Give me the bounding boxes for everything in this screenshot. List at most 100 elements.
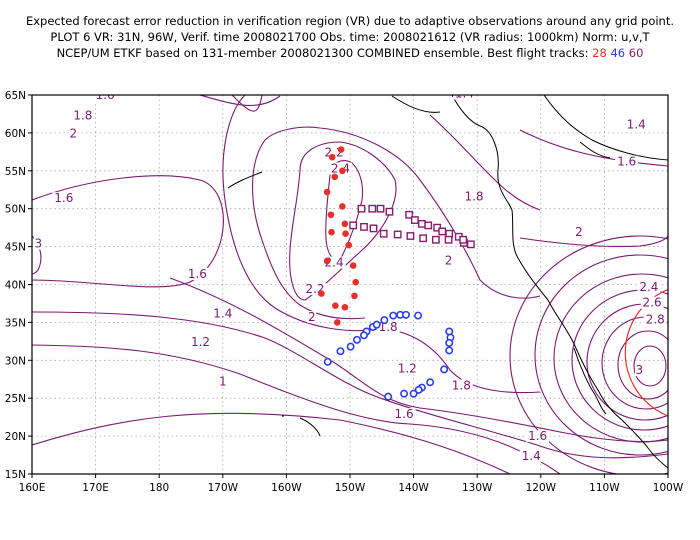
track-46-point: [414, 385, 423, 394]
track-46-point: [352, 335, 361, 344]
lon-tick-label: 160E: [19, 482, 46, 494]
contour-label-bg: [211, 307, 235, 320]
contour-label: 1.4: [522, 449, 541, 463]
track-46-point: [389, 311, 398, 320]
lon-tick-label: 120W: [526, 482, 557, 494]
track-46-point: [414, 311, 423, 320]
header-line-3: NCEP/UM ETKF based on 131-member 2008021…: [0, 46, 700, 61]
track-46-point: [409, 389, 418, 398]
track-28-point: [333, 319, 341, 326]
track-28-point: [352, 278, 360, 286]
track-28-point: [323, 257, 331, 265]
contour-label-bg: [462, 190, 486, 203]
track-28-point: [337, 146, 345, 153]
track-28-point: [332, 302, 339, 310]
track-46-point: [346, 342, 355, 351]
contour-label: 1.6: [54, 191, 73, 205]
lat-tick-label: 50N: [5, 204, 26, 216]
contour-label-bg: [68, 127, 78, 140]
track-60-point: [379, 229, 388, 238]
contour-label: 1.6: [96, 88, 115, 102]
track-28-point: [339, 203, 346, 210]
contour-label-bg: [71, 109, 95, 122]
track-46-point: [401, 310, 410, 319]
track-46-point: [384, 392, 393, 401]
track-60-point: [405, 210, 414, 219]
track-46-point: [372, 320, 381, 329]
track-60-point: [393, 230, 402, 239]
contour-label: 1.8: [452, 378, 471, 392]
track-60-point: [369, 224, 378, 233]
contour-label: 1.2: [398, 362, 417, 376]
contour-label-bg: [526, 430, 550, 443]
lon-tick-label: 160W: [271, 482, 302, 494]
contour-label: 1.6: [617, 155, 636, 169]
map-header: Expected forecast error reduction in ver…: [0, 0, 700, 80]
lon-tick-label: 140W: [398, 482, 429, 494]
contour-label: 2.8: [646, 312, 665, 326]
contour-label-bg: [185, 267, 209, 280]
track-46-point: [380, 316, 389, 325]
track-28-point: [349, 262, 357, 269]
contour-label: 2.6: [643, 296, 662, 310]
track-28-point: [331, 173, 339, 181]
grid-lines: [31, 94, 669, 475]
contour-label-bg: [33, 237, 43, 250]
track-46-point: [400, 389, 409, 398]
lon-tick-label: 170E: [82, 482, 109, 494]
contour-label: 1.8: [73, 108, 92, 122]
track-28-point: [339, 167, 346, 175]
contour-label: 1.8: [464, 190, 483, 204]
track-60-point: [444, 235, 453, 244]
contour-label-bg: [640, 296, 664, 309]
contour-label-bg: [637, 280, 661, 293]
flight-tracks: [318, 146, 475, 401]
track-60-point: [459, 235, 468, 244]
track-46-point: [323, 357, 332, 366]
contour-label: 2.4: [639, 280, 658, 294]
header-line-3-prefix: NCEP/UM ETKF based on 131-member 2008021…: [56, 46, 589, 60]
track-60-point: [438, 227, 447, 236]
contour-label-bg: [52, 192, 76, 205]
track-28-point: [328, 228, 335, 236]
track-46-point: [336, 347, 345, 356]
track-60-point: [410, 216, 419, 224]
contour-label-bg: [449, 379, 473, 392]
contour-label: 1.6: [188, 267, 207, 281]
contour-label: 3: [636, 363, 644, 377]
lat-tick-label: 20N: [5, 431, 26, 443]
contour-label: 1.4: [627, 118, 646, 132]
contour-label-bg: [634, 364, 644, 377]
track-label-46: 46: [610, 46, 626, 60]
track-46-point: [359, 331, 368, 340]
lon-tick-label: 150W: [335, 482, 366, 494]
track-60-point: [406, 232, 415, 240]
lat-tick-label: 15N: [5, 469, 26, 481]
contour-label-bg: [392, 408, 416, 421]
contour-label-bg: [93, 95, 117, 102]
contour-lines: [32, 95, 668, 474]
lon-tick-label: 100W: [653, 482, 684, 494]
contour-label-bg: [574, 226, 584, 239]
lat-tick-label: 35N: [5, 317, 26, 329]
contour-label-bg: [615, 155, 639, 168]
contour-label: 2: [445, 253, 453, 267]
contour-label: 1.2: [191, 335, 210, 349]
track-60-point: [349, 221, 358, 230]
track-28-point: [327, 211, 335, 219]
contour-label-bg: [189, 336, 213, 349]
track-label-60: 60: [628, 46, 644, 60]
contour-label: 1.4: [213, 306, 232, 320]
contour-label-bg: [452, 95, 476, 100]
contour-label: 1.6: [395, 407, 414, 421]
track-60-point: [376, 204, 385, 213]
track-60-point: [368, 204, 377, 213]
track-60-point: [385, 207, 394, 216]
track-28-point: [341, 303, 349, 311]
coastline: [227, 95, 668, 469]
contour-label: 3: [35, 237, 43, 251]
contour-label-bg: [218, 375, 228, 388]
track-28-point: [342, 230, 349, 238]
contour-label-bg: [376, 320, 400, 333]
